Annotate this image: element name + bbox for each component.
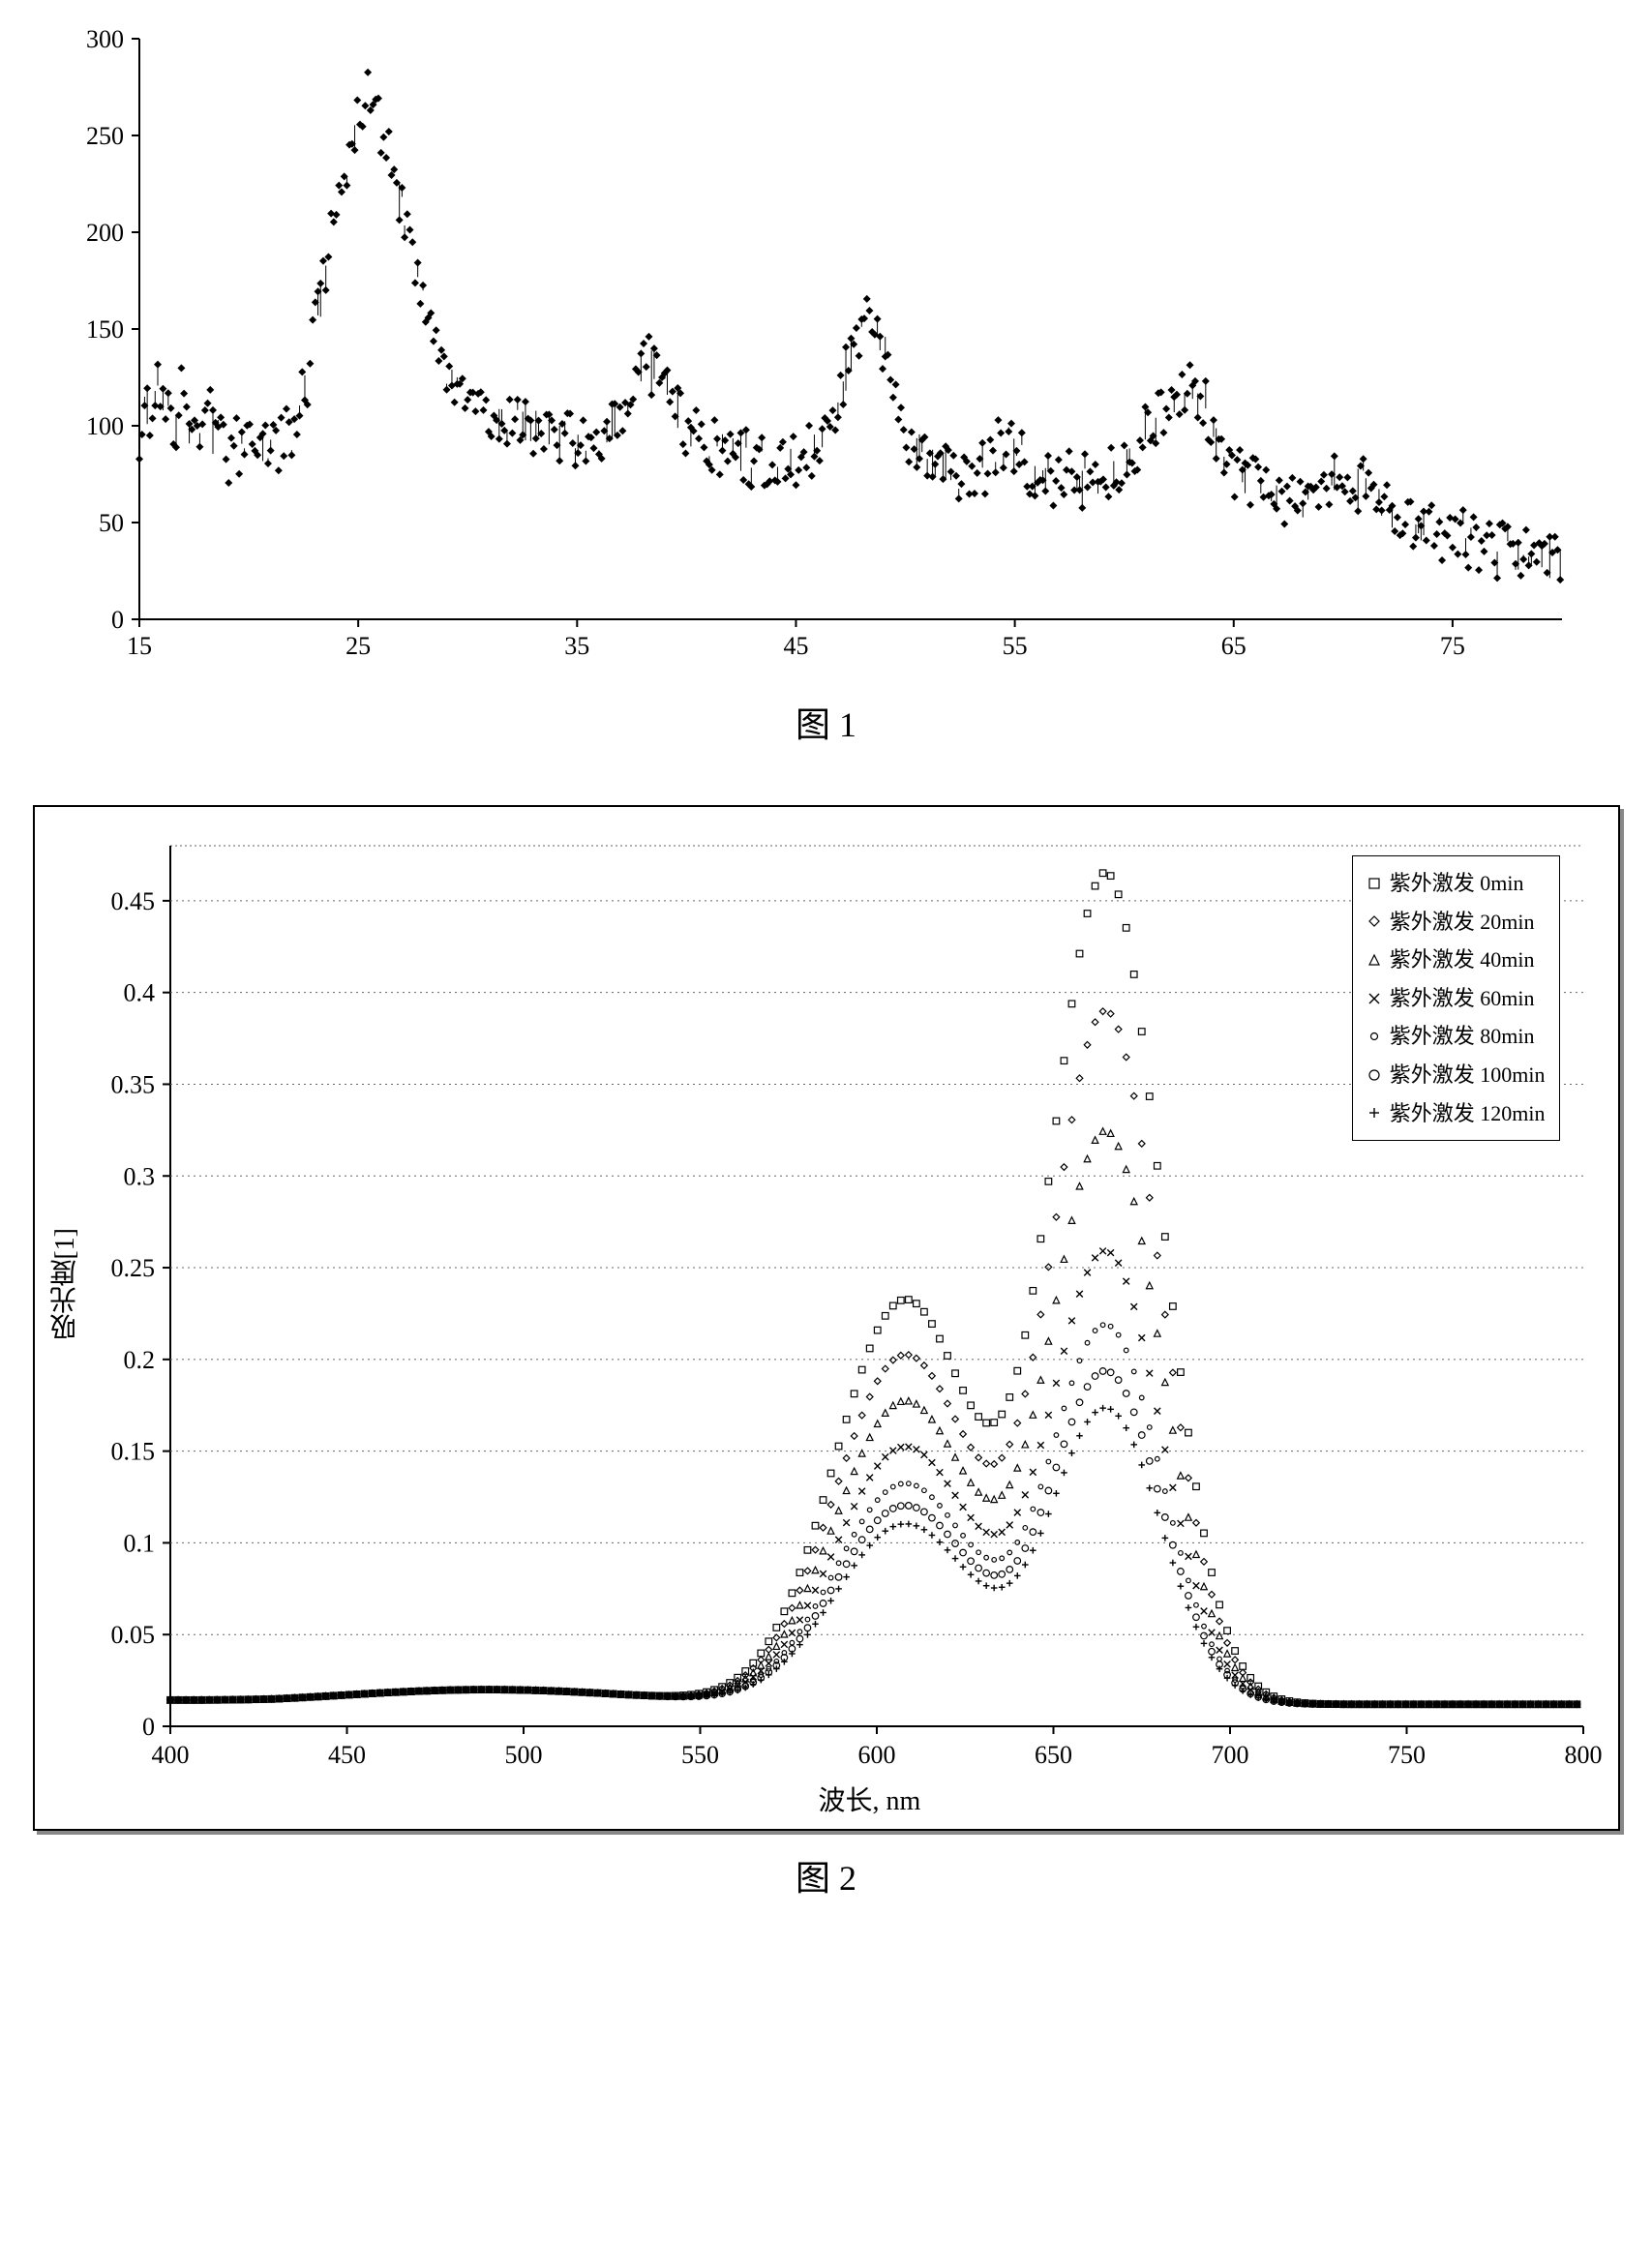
legend-item: 紫外激发 120min — [1367, 1094, 1546, 1133]
svg-text:450: 450 — [328, 1741, 366, 1769]
svg-text:50: 50 — [99, 509, 124, 537]
chart-1-container: 0 50 100 150 200 250 300 15 25 35 45 55 65 75 图 1 — [19, 19, 1633, 747]
svg-text:200: 200 — [86, 219, 124, 247]
svg-text:0.45: 0.45 — [110, 887, 155, 915]
legend-label: 紫外激发 60min — [1390, 979, 1535, 1018]
svg-text:45: 45 — [783, 632, 808, 660]
svg-text:750: 750 — [1388, 1741, 1426, 1769]
chart-2-ylabel: 吸光度[1] — [46, 1228, 85, 1341]
chart-2: 0 0.05 0.1 0.15 0.2 0.25 0.3 0.35 0.4 0.45 400 450 5… — [33, 805, 1620, 1831]
svg-text:650: 650 — [1035, 1741, 1072, 1769]
svg-text:0: 0 — [142, 1713, 155, 1741]
svg-text:0.35: 0.35 — [110, 1070, 155, 1098]
chart-2-legend: 紫外激发 0min紫外激发 20min紫外激发 40min紫外激发 60min紫… — [1352, 855, 1560, 1141]
svg-text:600: 600 — [857, 1741, 895, 1769]
svg-text:65: 65 — [1220, 632, 1246, 660]
svg-text:0.25: 0.25 — [110, 1254, 155, 1282]
legend-item: 紫外激发 80min — [1367, 1017, 1546, 1056]
svg-text:400: 400 — [151, 1741, 189, 1769]
legend-label: 紫外激发 20min — [1390, 903, 1535, 942]
chart-2-xlabel: 波长, nm — [819, 1780, 921, 1818]
chart-2-container: 0 0.05 0.1 0.15 0.2 0.25 0.3 0.35 0.4 0.45 400 450 5… — [19, 805, 1633, 1900]
svg-text:150: 150 — [86, 315, 124, 344]
legend-label: 紫外激发 80min — [1390, 1017, 1535, 1056]
svg-text:0.2: 0.2 — [123, 1346, 155, 1374]
legend-label: 紫外激发 100min — [1390, 1056, 1546, 1094]
legend-marker-icon — [1367, 876, 1382, 891]
svg-text:15: 15 — [127, 632, 152, 660]
chart-1: 0 50 100 150 200 250 300 15 25 35 45 55 65 75 — [52, 19, 1601, 677]
legend-item: 紫外激发 0min — [1367, 864, 1546, 903]
svg-text:550: 550 — [681, 1741, 719, 1769]
legend-label: 紫外激发 120min — [1390, 1094, 1546, 1133]
svg-text:300: 300 — [86, 25, 124, 53]
svg-text:0.4: 0.4 — [123, 979, 155, 1007]
svg-text:800: 800 — [1564, 1741, 1602, 1769]
legend-label: 紫外激发 0min — [1390, 864, 1524, 903]
legend-marker-icon — [1367, 952, 1382, 968]
svg-text:75: 75 — [1439, 632, 1464, 660]
svg-text:700: 700 — [1211, 1741, 1248, 1769]
svg-text:0.15: 0.15 — [110, 1438, 155, 1466]
legend-marker-icon — [1367, 991, 1382, 1006]
legend-marker-icon — [1367, 1029, 1382, 1044]
legend-marker-icon — [1367, 913, 1382, 929]
svg-text:100: 100 — [86, 412, 124, 440]
chart-1-svg: 0 50 100 150 200 250 300 15 25 35 45 55 65 75 — [52, 19, 1601, 677]
chart-1-caption: 图 1 — [19, 697, 1633, 747]
svg-text:250: 250 — [86, 122, 124, 150]
legend-item: 紫外激发 100min — [1367, 1056, 1546, 1094]
svg-text:55: 55 — [1002, 632, 1027, 660]
svg-text:0: 0 — [111, 606, 124, 634]
svg-text:25: 25 — [345, 632, 371, 660]
svg-text:0.05: 0.05 — [110, 1621, 155, 1649]
chart-2-caption: 图 2 — [19, 1850, 1633, 1900]
svg-text:500: 500 — [504, 1741, 542, 1769]
legend-marker-icon — [1367, 1067, 1382, 1083]
svg-text:0.1: 0.1 — [123, 1529, 155, 1557]
legend-item: 紫外激发 60min — [1367, 979, 1546, 1018]
legend-label: 紫外激发 40min — [1390, 941, 1535, 979]
svg-text:35: 35 — [564, 632, 589, 660]
legend-item: 紫外激发 40min — [1367, 941, 1546, 979]
svg-text:0.3: 0.3 — [123, 1162, 155, 1190]
legend-item: 紫外激发 20min — [1367, 903, 1546, 942]
legend-marker-icon — [1367, 1105, 1382, 1121]
